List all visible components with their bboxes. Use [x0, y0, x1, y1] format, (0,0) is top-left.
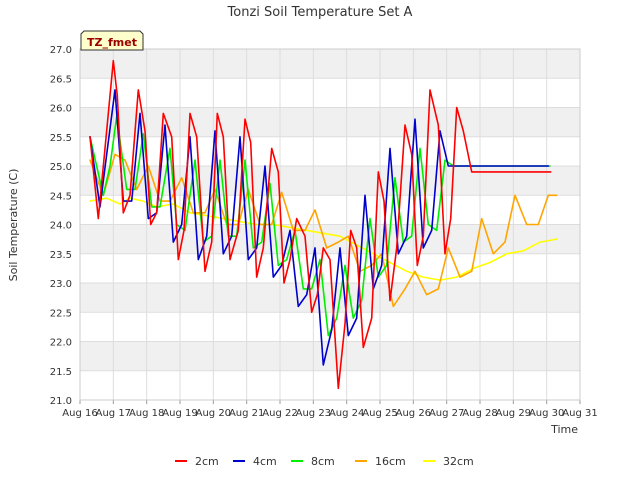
legend-label-2cm: 2cm [195, 455, 219, 468]
y-axis: 21.0 21.5 22.0 22.5 23.0 23.5 24.0 24.5 25.0 25.5… [50, 45, 72, 407]
y-tick-label: 25.5 [50, 133, 72, 144]
site-label: TZ_fmet [87, 36, 137, 49]
y-tick-label: 22.0 [50, 338, 72, 349]
x-tick-label: Aug 19 [162, 408, 197, 419]
y-tick-label: 26.5 [50, 74, 72, 85]
y-tick-label: 26.0 [50, 104, 72, 115]
plot-frame [79, 48, 581, 401]
plot-band [80, 107, 580, 137]
y-tick-label: 22.5 [50, 308, 72, 319]
x-tick-label: Aug 24 [329, 408, 364, 419]
y-tick-label: 25.0 [50, 162, 72, 173]
series-lines [89, 59, 558, 390]
plot-band [80, 224, 580, 254]
legend-label-8cm: 8cm [311, 455, 335, 468]
x-tick-label: Aug 16 [62, 408, 97, 419]
y-tick-label: 27.0 [50, 45, 72, 56]
plot-band [80, 166, 580, 196]
y-tick-label: 24.5 [50, 191, 72, 202]
legend-label-4cm: 4cm [253, 455, 277, 468]
site-label-box: TZ_fmet [80, 30, 144, 51]
y-axis-label: Soil Temperature (C) [7, 169, 20, 282]
x-axis-label: Time [550, 423, 578, 436]
y-tick-label: 24.0 [50, 221, 72, 232]
x-tick-label: Aug 26 [396, 408, 431, 419]
plot-band [80, 341, 580, 371]
x-tick-label: Aug 28 [462, 408, 497, 419]
x-tick-label: Aug 29 [496, 408, 531, 419]
x-tick-label: Aug 20 [196, 408, 231, 419]
x-tick-label: Aug 31 [562, 408, 597, 419]
legend-label-16cm: 16cm [375, 455, 406, 468]
plot-band [80, 283, 580, 313]
series-line-32cm [89, 197, 558, 281]
legend-label-32cm: 32cm [443, 455, 474, 468]
legend: 2cm 4cm 8cm 16cm 32cm [175, 455, 474, 468]
series-line-4cm [89, 89, 550, 366]
x-tick-label: Aug 25 [362, 408, 397, 419]
chart-title: Tonzi Soil Temperature Set A [227, 5, 413, 20]
y-tick-label: 23.5 [50, 250, 72, 261]
x-tick-label: Aug 21 [229, 408, 264, 419]
x-tick-label: Aug 22 [262, 408, 297, 419]
y-tick-label: 21.0 [50, 396, 72, 407]
x-tick-label: Aug 30 [529, 408, 564, 419]
x-tick-label: Aug 27 [429, 408, 464, 419]
x-tick-label: Aug 18 [129, 408, 164, 419]
y-tick-label: 23.0 [50, 279, 72, 290]
y-tick-label: 21.5 [50, 367, 72, 378]
plot-band [80, 49, 580, 79]
x-tick-label: Aug 17 [96, 408, 131, 419]
series-line-2cm [89, 59, 552, 390]
x-tick-label: Aug 23 [296, 408, 331, 419]
